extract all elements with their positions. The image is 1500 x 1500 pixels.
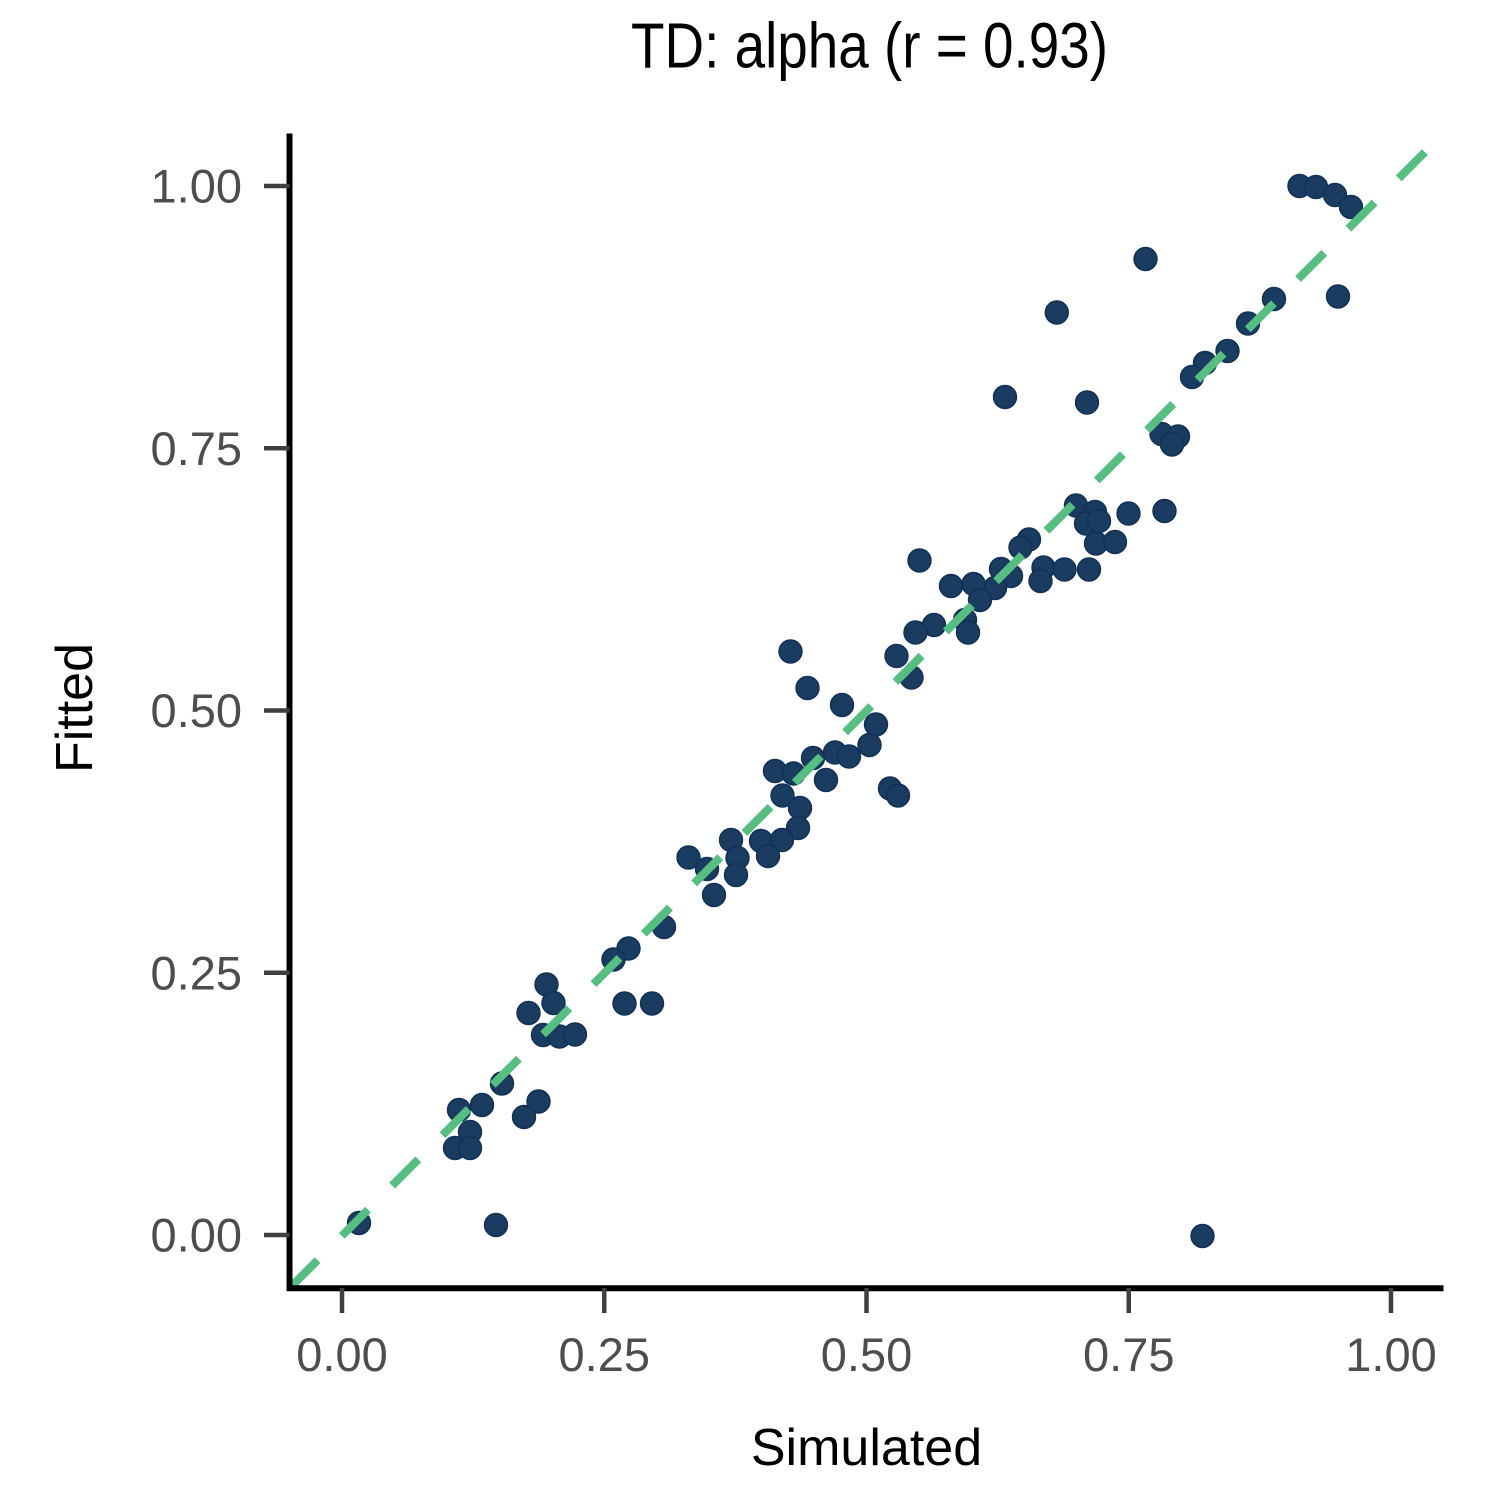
svg-text:1.00: 1.00 <box>151 160 242 213</box>
svg-text:1.00: 1.00 <box>1345 1328 1436 1381</box>
svg-text:0.75: 0.75 <box>1083 1328 1174 1381</box>
svg-text:0.75: 0.75 <box>151 422 242 475</box>
svg-text:0.00: 0.00 <box>151 1209 242 1262</box>
svg-text:Simulated: Simulated <box>751 1419 982 1477</box>
svg-text:TD: alpha (r = 0.93): TD: alpha (r = 0.93) <box>631 10 1108 82</box>
svg-text:0.25: 0.25 <box>151 946 242 999</box>
svg-text:0.50: 0.50 <box>821 1328 912 1381</box>
svg-text:0.50: 0.50 <box>151 684 242 737</box>
svg-text:Fitted: Fitted <box>46 643 104 773</box>
svg-text:0.00: 0.00 <box>296 1328 387 1381</box>
svg-text:0.25: 0.25 <box>559 1328 650 1381</box>
